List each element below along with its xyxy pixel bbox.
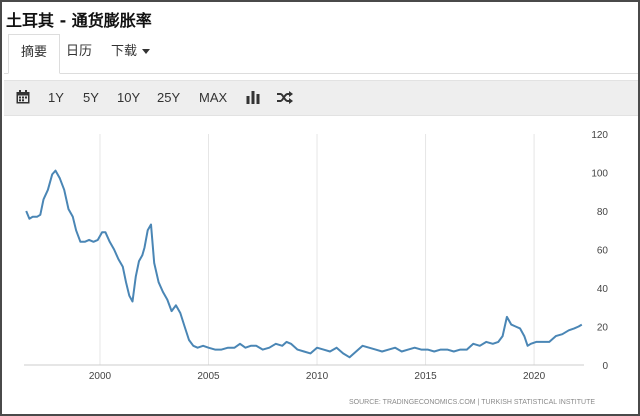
x-tick-label: 2000: [89, 371, 112, 382]
y-tick-label: 20: [597, 323, 609, 334]
page-title: 土耳其 - 通货膨胀率: [6, 11, 152, 30]
y-tick-label: 60: [597, 246, 609, 257]
tab-summary-label: 摘要: [21, 45, 48, 60]
inflation-chart: 0 20 40 60 80 100 120 2000 2005 2010 2015 2020 SOU…: [24, 130, 609, 406]
y-tick-label: 80: [597, 207, 609, 218]
range-max-button[interactable]: MAX: [199, 90, 228, 105]
tab-calendar-label: 日历: [66, 44, 93, 59]
range-1y-button[interactable]: 1Y: [48, 90, 64, 105]
tab-download-label: 下载: [111, 44, 138, 59]
bar-chart-icon[interactable]: [246, 91, 260, 125]
tab-calendar[interactable]: 日历: [66, 34, 92, 72]
y-tick-label: 100: [591, 169, 608, 180]
series-line-0: [25, 169, 583, 359]
y-tick-label: 120: [591, 130, 608, 141]
tab-download[interactable]: 下载: [111, 34, 151, 72]
tab-summary[interactable]: 摘要: [8, 34, 61, 74]
range-10y-button[interactable]: 10Y: [117, 90, 141, 105]
x-tick-label: 2020: [523, 371, 546, 382]
tab-bar: 摘要 日历 下载: [4, 34, 638, 74]
x-tick-label: 2005: [197, 371, 220, 382]
y-tick-label: 40: [597, 284, 609, 295]
shuffle-icon[interactable]: [277, 91, 293, 125]
y-tick-label: 0: [602, 361, 608, 372]
range-5y-button[interactable]: 5Y: [83, 90, 99, 105]
range-25y-button[interactable]: 25Y: [157, 90, 181, 105]
x-tick-label: 2015: [414, 371, 437, 382]
chart-toolbar: 1Y 5Y 10Y 25Y MAX: [4, 80, 638, 116]
chevron-down-icon: [142, 49, 151, 54]
x-tick-label: 2010: [306, 371, 329, 382]
source-label: SOURCE: TRADINGECONOMICS.COM | TURKISH S…: [349, 399, 595, 406]
calendar-icon[interactable]: [16, 90, 30, 124]
